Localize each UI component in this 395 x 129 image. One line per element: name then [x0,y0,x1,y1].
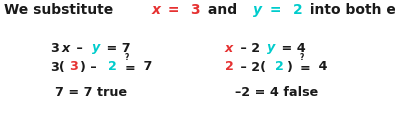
Text: 3: 3 [190,3,200,17]
Text: into both equations.: into both equations. [305,3,395,17]
Text: 2: 2 [275,61,284,74]
Text: 3: 3 [50,42,59,54]
Text: y: y [253,3,262,17]
Text: =: = [265,3,286,17]
Text: x: x [151,3,160,17]
Text: – 2(: – 2( [237,61,267,74]
Text: 2: 2 [108,61,117,74]
Text: =: = [125,62,136,75]
Text: 3: 3 [69,61,78,74]
Text: ?: ? [300,54,305,62]
Text: = 4: = 4 [277,42,306,54]
Text: ) –: ) – [81,61,102,74]
Text: y: y [267,42,275,54]
Text: 4: 4 [314,61,327,74]
Text: =: = [125,61,136,74]
Text: We substitute: We substitute [4,3,118,17]
Text: x: x [62,42,70,54]
Text: 3(: 3( [50,61,65,74]
Text: 2: 2 [225,61,234,74]
Text: ?: ? [125,54,130,62]
Text: –: – [72,42,87,54]
Text: ): ) [287,61,292,74]
Text: y: y [92,42,100,54]
Text: and: and [203,3,242,17]
Text: 7: 7 [139,61,152,74]
Text: 2: 2 [292,3,302,17]
Text: – 2: – 2 [236,42,260,54]
Text: =: = [163,3,184,17]
Text: 7 = 7 true: 7 = 7 true [55,86,127,99]
Text: –2 = 4 false: –2 = 4 false [235,86,318,99]
Text: =: = [300,62,311,75]
Text: x: x [225,42,233,54]
Text: =: = [300,61,311,74]
Text: = 7: = 7 [102,42,131,54]
